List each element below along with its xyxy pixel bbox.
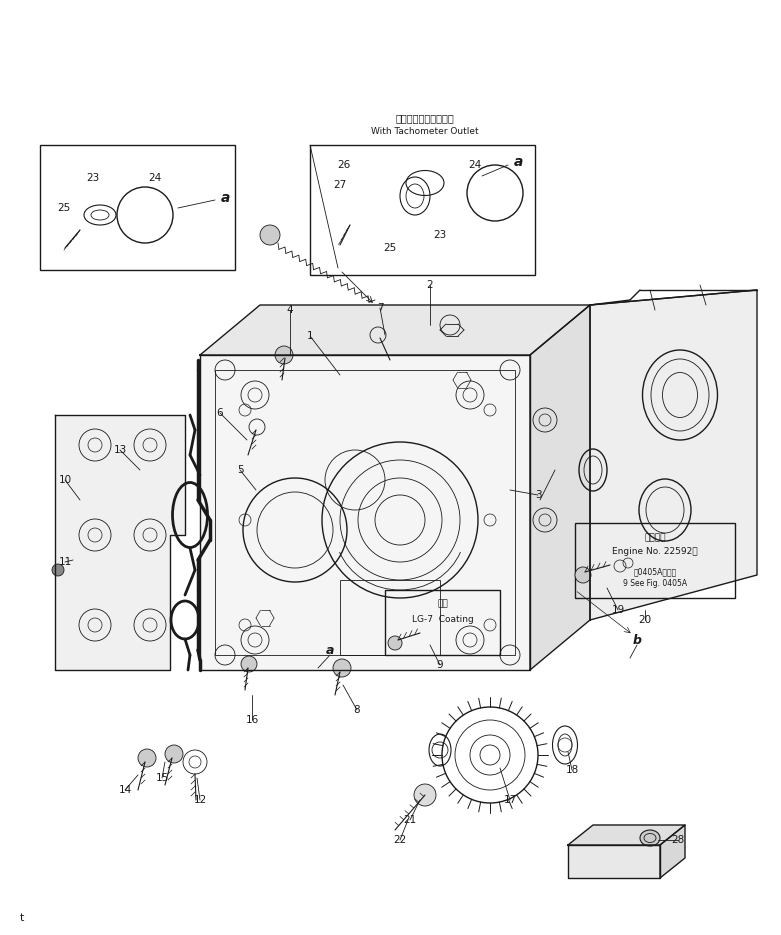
Text: 1: 1 xyxy=(307,331,313,341)
Bar xyxy=(340,580,440,655)
Circle shape xyxy=(138,749,156,767)
Circle shape xyxy=(333,659,351,677)
Text: 28: 28 xyxy=(672,835,685,845)
Text: 16: 16 xyxy=(245,715,259,725)
Text: 11: 11 xyxy=(59,557,72,567)
Circle shape xyxy=(241,656,257,672)
Text: 4: 4 xyxy=(287,305,294,315)
Polygon shape xyxy=(200,305,590,355)
Text: タコメータ取出口付き: タコメータ取出口付き xyxy=(396,113,455,123)
Circle shape xyxy=(575,567,591,583)
Text: 15: 15 xyxy=(155,773,169,783)
Circle shape xyxy=(165,745,183,763)
Text: 24: 24 xyxy=(148,173,162,183)
Text: t: t xyxy=(20,913,24,923)
Text: 19: 19 xyxy=(612,605,625,615)
Text: 3: 3 xyxy=(535,490,541,500)
Text: b: b xyxy=(633,634,641,646)
Text: 適用号機: 適用号機 xyxy=(644,534,665,542)
Text: 25: 25 xyxy=(383,243,397,253)
Text: 9: 9 xyxy=(437,660,444,670)
Text: 18: 18 xyxy=(565,765,579,775)
Text: Engine No. 22592〜: Engine No. 22592〜 xyxy=(612,548,697,556)
Text: 14: 14 xyxy=(119,785,132,795)
Polygon shape xyxy=(660,825,685,878)
Polygon shape xyxy=(568,825,685,845)
Circle shape xyxy=(414,784,436,806)
Bar xyxy=(40,145,235,270)
Text: 5: 5 xyxy=(237,465,244,475)
Circle shape xyxy=(275,346,293,364)
Bar xyxy=(310,145,535,275)
Polygon shape xyxy=(55,415,185,670)
Circle shape xyxy=(260,225,280,245)
Text: 8: 8 xyxy=(354,705,360,715)
Text: 27: 27 xyxy=(333,180,347,190)
Polygon shape xyxy=(568,845,660,878)
Text: 7: 7 xyxy=(376,303,383,313)
Text: 24: 24 xyxy=(469,160,482,170)
Text: 6: 6 xyxy=(216,408,223,418)
Text: a: a xyxy=(326,643,334,656)
Text: 21: 21 xyxy=(403,815,416,825)
Text: a: a xyxy=(513,155,522,169)
Text: 困0405A図参照: 困0405A図参照 xyxy=(633,568,676,577)
Text: LG-7  Coating: LG-7 Coating xyxy=(412,615,474,625)
Text: 17: 17 xyxy=(504,795,516,805)
Text: 25: 25 xyxy=(57,203,70,213)
Text: a: a xyxy=(220,191,230,205)
Text: 20: 20 xyxy=(638,615,651,625)
Text: 26: 26 xyxy=(337,160,351,170)
Text: 10: 10 xyxy=(59,475,72,485)
Bar xyxy=(575,523,735,598)
Circle shape xyxy=(388,636,402,650)
Text: 22: 22 xyxy=(394,835,407,845)
Ellipse shape xyxy=(640,830,660,846)
Text: 2: 2 xyxy=(426,280,433,290)
Text: 23: 23 xyxy=(433,230,447,240)
Polygon shape xyxy=(590,290,757,620)
Text: With Tachometer Outlet: With Tachometer Outlet xyxy=(371,127,479,137)
Polygon shape xyxy=(200,355,530,670)
Circle shape xyxy=(52,564,64,576)
Text: 9 See Fig. 0405A: 9 See Fig. 0405A xyxy=(623,580,687,588)
Bar xyxy=(385,590,500,655)
Text: 23: 23 xyxy=(87,173,100,183)
Bar xyxy=(215,370,515,655)
Text: 13: 13 xyxy=(113,445,127,455)
Polygon shape xyxy=(530,305,590,670)
Text: 塗布: 塗布 xyxy=(437,599,448,609)
Text: 12: 12 xyxy=(194,795,207,805)
